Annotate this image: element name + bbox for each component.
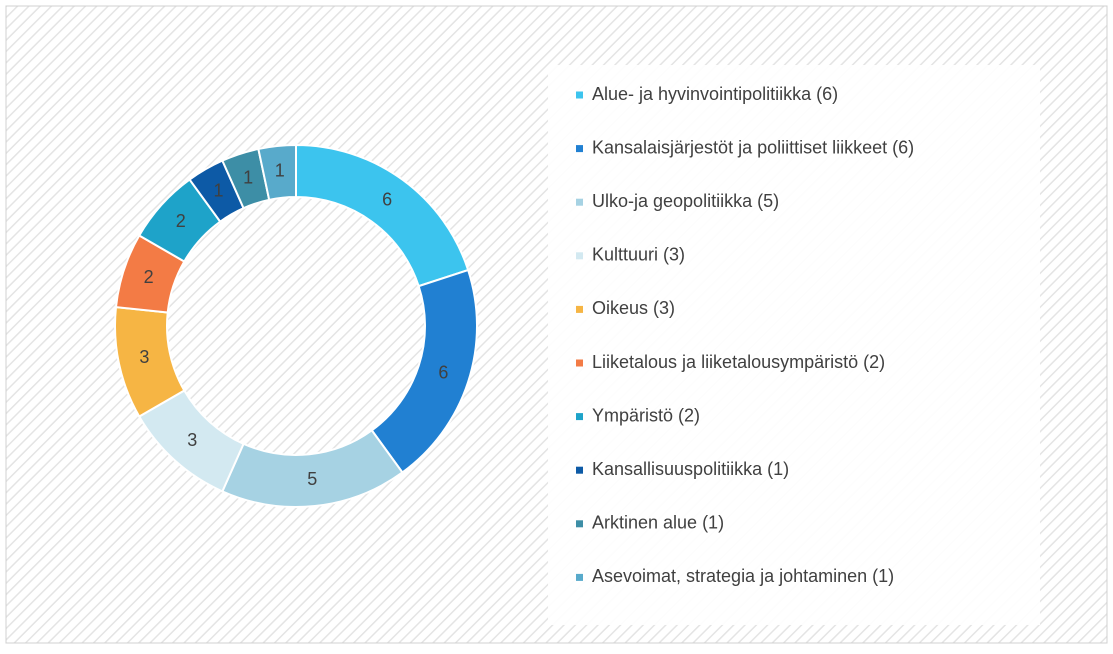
legend-label: Kansallisuuspolitiikka (1)	[592, 459, 789, 479]
data-label: 6	[382, 189, 392, 209]
legend-swatch	[576, 145, 583, 153]
donut-slice	[257, 143, 297, 202]
data-label: 3	[139, 347, 149, 367]
data-label: 6	[438, 363, 448, 383]
legend-label: Liiketalous ja liiketalousympäristö (2)	[592, 352, 885, 372]
legend-label: Kansalaisjärjestöt ja poliittiset liikke…	[592, 137, 914, 157]
data-label: 2	[176, 211, 186, 231]
data-label: 1	[213, 181, 223, 201]
legend-box	[548, 65, 1040, 625]
legend-swatch	[576, 91, 583, 99]
data-label: 5	[307, 469, 317, 489]
legend-swatch	[576, 466, 583, 474]
data-label: 1	[243, 167, 253, 187]
legend-label: Asevoimat, strategia ja johtaminen (1)	[592, 566, 894, 586]
legend-label: Ulko-ja geopolitiikka (5)	[592, 191, 779, 211]
legend-label: Ympäristö (2)	[592, 405, 700, 425]
legend-swatch	[576, 520, 583, 528]
data-label: 3	[187, 430, 197, 450]
legend-label: Oikeus (3)	[592, 298, 675, 318]
legend-swatch	[576, 198, 583, 206]
legend-swatch	[576, 413, 583, 421]
data-label: 2	[144, 267, 154, 287]
legend-swatch	[576, 252, 583, 260]
legend-swatch	[576, 305, 583, 313]
legend-label: Arktinen alue (1)	[592, 513, 724, 533]
data-label: 1	[275, 161, 285, 181]
legend-swatch	[576, 359, 583, 367]
legend-label: Kulttuuri (3)	[592, 245, 685, 265]
legend-swatch	[576, 573, 583, 581]
legend-label: Alue- ja hyvinvointipolitiikka (6)	[592, 84, 838, 104]
